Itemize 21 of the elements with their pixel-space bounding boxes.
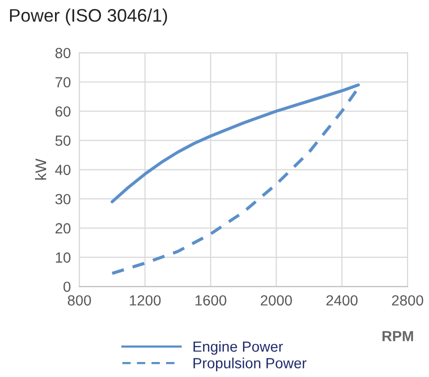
line-series — [110, 83, 360, 204]
y-tick-label: 50 — [55, 136, 70, 146]
y-tick-label: 0 — [63, 282, 70, 292]
y-tick-label: 30 — [55, 194, 70, 204]
x-tick-label: 800 — [68, 295, 91, 306]
x-tick-label: 2000 — [260, 295, 292, 306]
y-tick-label: 20 — [56, 223, 70, 234]
y-tick-label: 80 — [55, 48, 70, 58]
x-tick-label: 1200 — [130, 295, 161, 306]
chart-title: Power (ISO 3046/1) — [10, 8, 168, 26]
x-tick-label: 2800 — [392, 295, 424, 306]
y-tick-label: 40 — [55, 164, 70, 176]
x-tick-label: 2400 — [326, 295, 358, 306]
legend-label: Propulsion Power — [194, 358, 306, 372]
x-axis-title: RPM — [382, 331, 414, 342]
y-tick-label: 70 — [56, 77, 70, 88]
y-tick-label: 60 — [56, 106, 70, 117]
y-tick-label: 10 — [56, 252, 70, 263]
y-axis-title: kW — [35, 158, 46, 180]
legend-label: Engine Power — [194, 341, 283, 355]
x-tick-label: 1600 — [196, 295, 226, 306]
